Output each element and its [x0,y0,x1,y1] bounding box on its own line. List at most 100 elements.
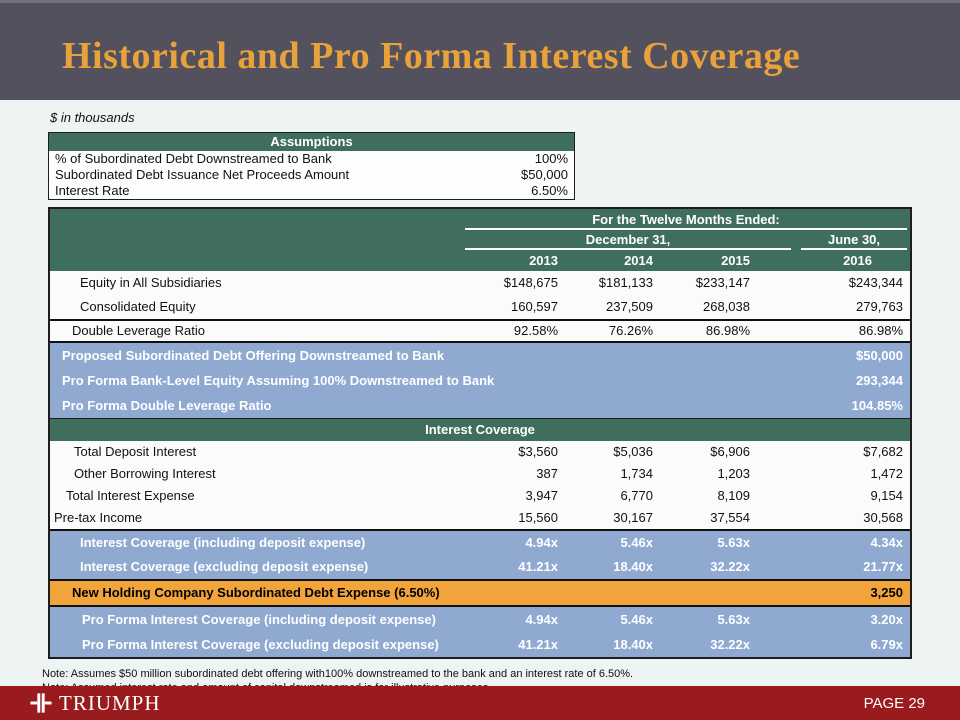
row-value: $50,000 [856,348,903,363]
row-value [660,368,757,393]
row-value: 86.98% [705,323,750,338]
note-line: Note: Assumes $50 million subordinated d… [42,668,634,680]
page-title: Historical and Pro Forma Interest Covera… [62,35,801,77]
row-value: 5.46x [620,612,653,627]
year-spacer [50,253,465,268]
table-row: Total Interest Expense 3,947 6,770 8,109 9,1… [50,485,910,507]
row-value: 92.58% [513,323,558,338]
row-value: $181,133 [598,275,653,290]
row-value [660,343,757,368]
year-cell: 2016 [843,253,872,268]
row-value [465,393,565,418]
row-label: Proposed Subordinated Debt Offering Down… [62,348,445,363]
period-group-june: June 30, [801,232,907,250]
row-value [465,343,565,368]
row-value: 6,770 [620,488,653,503]
main-table-body: Equity in All Subsidiaries $148,675 $181,1… [50,271,910,657]
table-row: Pro Forma Interest Coverage (excluding d… [50,632,910,657]
table-section-interest_detail: Total Deposit Interest $3,560 $5,036 $6,906… [50,441,910,529]
row-value [565,368,660,393]
row-value: 293,344 [856,373,903,388]
page-number: PAGE 29 [863,694,925,712]
year-row: 2013 2014 2015 2016 [50,250,910,268]
row-value: 387 [536,466,558,481]
row-value: 37,554 [710,510,750,525]
row-value [660,393,757,418]
row-value: 15,560 [518,510,558,525]
table-row: Double Leverage Ratio 92.58% 76.26% 86.98% 8… [50,321,910,341]
table-row: Other Borrowing Interest 387 1,734 1,203 1,4… [50,463,910,485]
row-value: 30,167 [613,510,653,525]
row-value: 160,597 [511,299,558,314]
row-value: 18.40x [613,559,653,574]
assumption-value: $50,000 [521,167,568,182]
title-band: Historical and Pro Forma Interest Covera… [0,0,960,100]
row-value: 1,472 [870,466,903,481]
assumptions-rows: % of Subordinated Debt Downstreamed to B… [49,151,574,199]
assumption-row: Subordinated Debt Issuance Net Proceeds … [49,167,574,183]
row-label: Equity in All Subsidiaries [80,275,222,290]
table-section-historical: Equity in All Subsidiaries $148,675 $181,1… [50,271,910,319]
units-note: $ in thousands [50,110,135,125]
assumption-label: % of Subordinated Debt Downstreamed to B… [55,151,332,166]
year-cell: 2013 [529,253,558,268]
year-cell: 2015 [721,253,750,268]
row-value: 279,763 [856,299,903,314]
row-label: Total Interest Expense [66,488,195,503]
assumption-value: 6.50% [531,183,568,198]
row-value: $148,675 [503,275,558,290]
row-value: 1,734 [620,466,653,481]
row-label: Pro Forma Bank-Level Equity Assuming 100… [62,373,495,388]
row-label: Pre-tax Income [54,510,143,525]
row-label: Double Leverage Ratio [72,323,205,338]
table-row: Pre-tax Income 15,560 30,167 37,554 30,568 [50,507,910,529]
period-group-december: December 31, [465,232,791,250]
row-value: 268,038 [703,299,750,314]
row-value: 32.22x [710,637,750,652]
row-label: Total Deposit Interest [74,444,197,459]
row-value [465,581,565,605]
row-value: 18.40x [613,637,653,652]
row-value [565,393,660,418]
row-value [565,581,660,605]
row-value: $233,147 [695,275,750,290]
period-groups: December 31, June 30, [465,232,910,250]
row-value: 4.94x [525,535,558,550]
row-value: 237,509 [606,299,653,314]
row-value [565,343,660,368]
row-value: 8,109 [717,488,750,503]
row-value: 3,947 [525,488,558,503]
table-section-proforma_coverage: Pro Forma Interest Coverage (including d… [50,607,910,657]
assumptions-table: Assumptions % of Subordinated Debt Downs… [48,132,575,200]
row-value: $243,344 [848,275,903,290]
row-value: 104.85% [851,398,903,413]
assumption-label: Interest Rate [55,183,130,198]
row-value: 32.22x [710,559,750,574]
row-label: Consolidated Equity [80,299,196,314]
table-row: Pro Forma Interest Coverage (including d… [50,607,910,632]
row-value: $6,906 [710,444,750,459]
row-label: Interest Coverage (excluding deposit exp… [80,559,369,574]
row-value: 41.21x [518,559,558,574]
table-row: Consolidated Equity 160,597 237,509 268,038… [50,295,910,319]
triumph-logo: TRIUMPH [30,691,161,716]
row-value: 1,203 [717,466,750,481]
row-value: 5.46x [620,535,653,550]
row-label: Interest Coverage (including deposit exp… [80,535,366,550]
row-value: 6.79x [870,637,903,652]
table-row: New Holding Company Subordinated Debt Ex… [50,581,910,605]
table-row: Equity in All Subsidiaries $148,675 $181,1… [50,271,910,295]
assumption-row: % of Subordinated Debt Downstreamed to B… [49,151,574,167]
row-label: Pro Forma Interest Coverage (including d… [82,612,436,627]
year-cell: 2014 [624,253,653,268]
row-value: $7,682 [863,444,903,459]
row-label: New Holding Company Subordinated Debt Ex… [72,585,440,600]
row-value [660,581,757,605]
period-header: For the Twelve Months Ended: [465,212,907,230]
assumption-value: 100% [534,151,568,166]
row-value: 9,154 [870,488,903,503]
row-value: 30,568 [863,510,903,525]
cross-icon [30,692,59,714]
assumptions-header: Assumptions [49,133,574,151]
row-value: 41.21x [518,637,558,652]
